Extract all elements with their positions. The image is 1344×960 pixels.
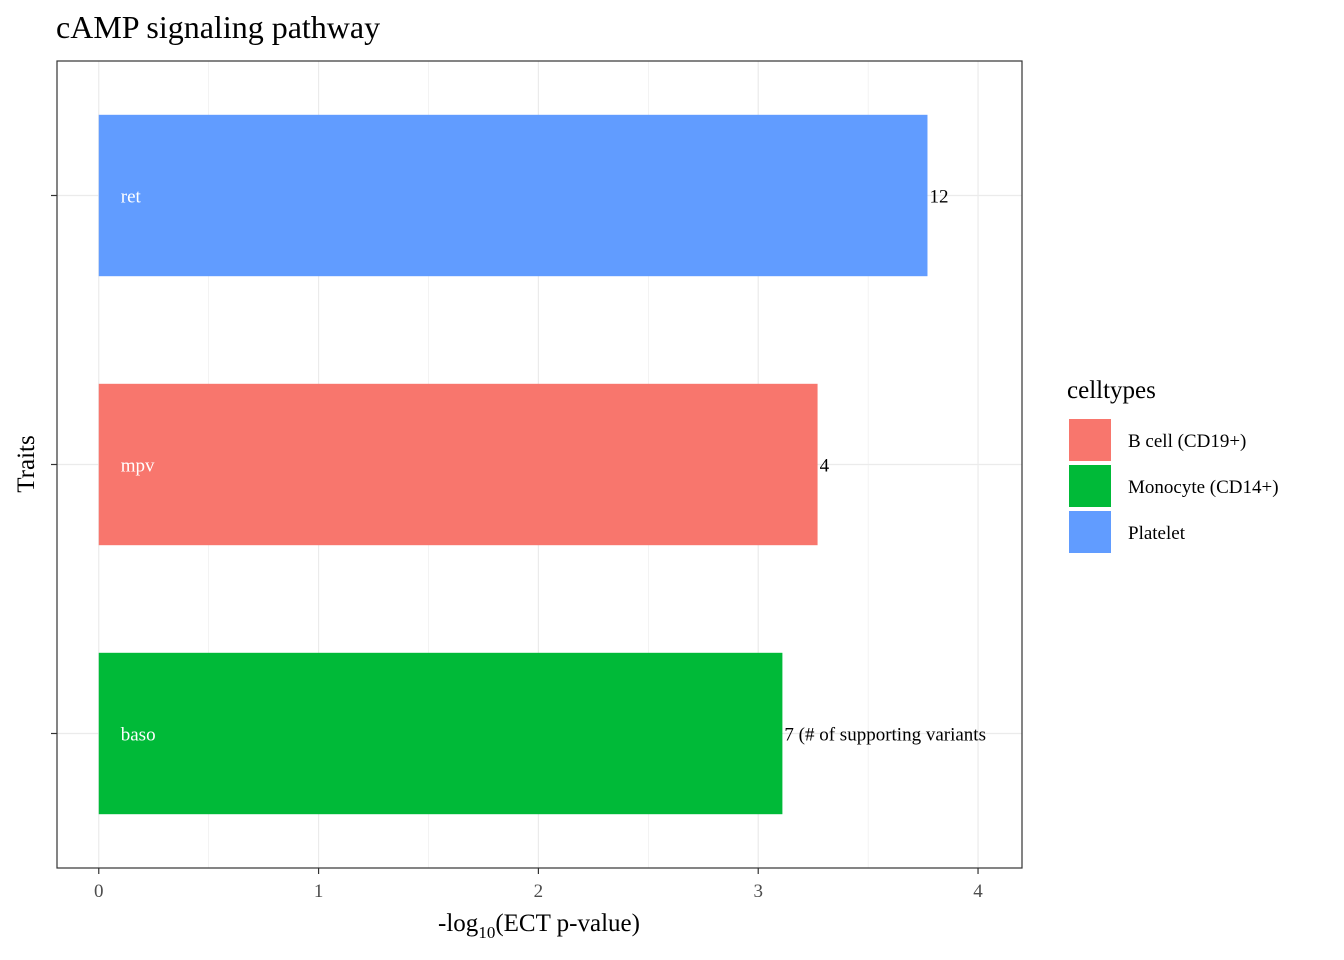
x-tick-label: 1 [314, 881, 324, 902]
legend-swatch [1069, 465, 1111, 507]
bar-label-baso: baso [121, 725, 156, 746]
y-axis [51, 194, 57, 735]
bar-label-mpv: mpv [121, 456, 155, 477]
chart-title: cAMP signaling pathway [56, 9, 380, 45]
x-axis-title-suffix: (ECT p-value) [495, 910, 640, 937]
legend-title: celltypes [1067, 377, 1156, 404]
bar-baso [98, 652, 783, 815]
legend-label: B cell (CD19+) [1128, 431, 1246, 452]
x-tick-label: 0 [94, 881, 104, 902]
x-tick-label: 2 [534, 881, 544, 902]
legend-swatch [1069, 419, 1111, 461]
bar-annotation-ret: 12 [929, 187, 948, 208]
x-tick-label: 3 [753, 881, 763, 902]
bar-annotation-baso: 7 (# of supporting variants [784, 725, 986, 746]
legend-label: Platelet [1128, 523, 1186, 544]
y-axis-title: Traits [13, 435, 40, 492]
bars: ret 12 mpv 4 baso 7 (# of supporting variants [98, 114, 986, 815]
x-axis-title-prefix: -log [438, 910, 479, 937]
bar-mpv [98, 383, 818, 546]
x-axis-title: -log10(ECT p-value) [438, 910, 640, 942]
bar-label-ret: ret [121, 187, 142, 208]
x-axis-title-subscript: 10 [478, 923, 495, 942]
bar-ret [98, 114, 928, 277]
x-axis: 0 1 2 3 4 [94, 868, 983, 902]
bar-annotation-mpv: 4 [820, 456, 830, 477]
legend-label: Monocyte (CD14+) [1128, 477, 1279, 498]
x-tick-label: 4 [973, 881, 983, 902]
legend: B cell (CD19+) Monocyte (CD14+) Platelet [1069, 419, 1279, 553]
legend-swatch [1069, 511, 1111, 553]
